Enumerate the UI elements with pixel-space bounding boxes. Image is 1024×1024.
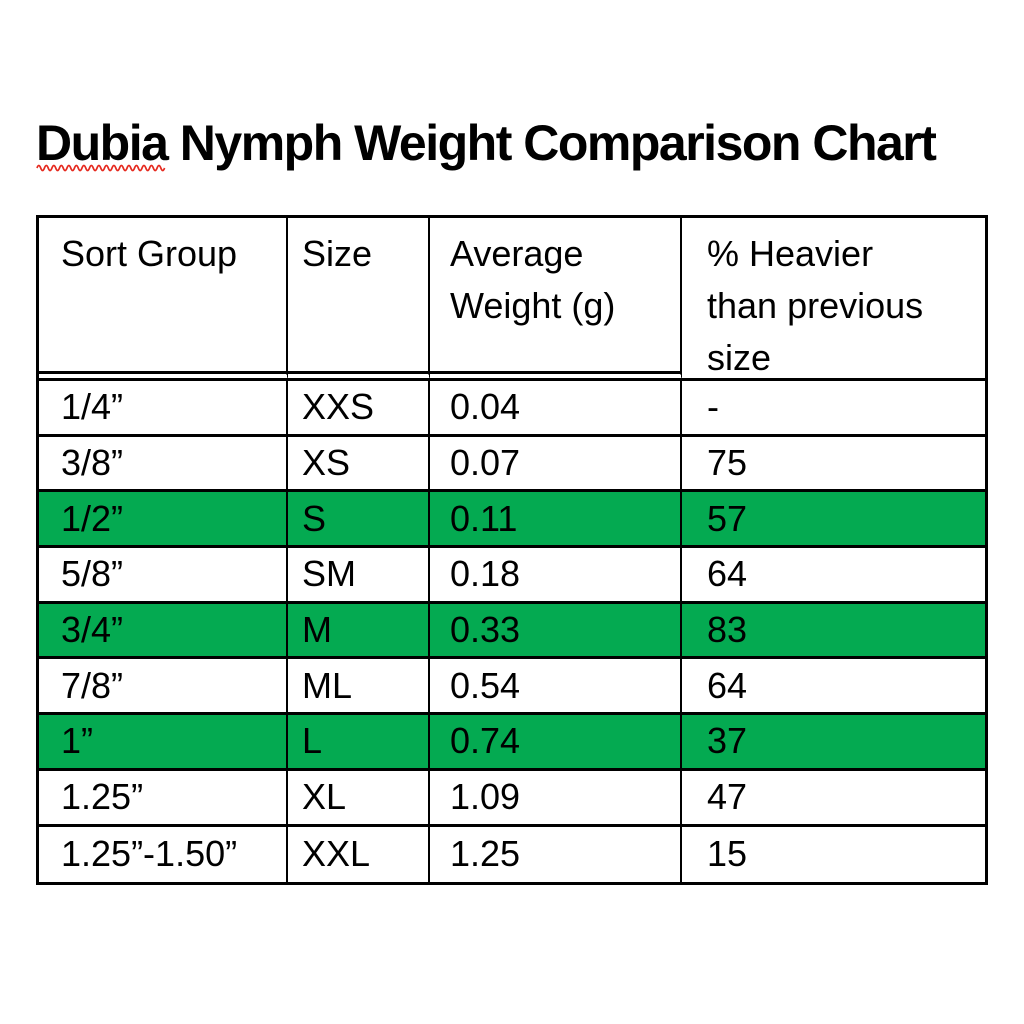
cell-pct-heavier: 64 xyxy=(682,659,985,716)
cell-average-weight: 0.74 xyxy=(430,715,682,771)
cell-average-weight: 0.04 xyxy=(430,381,682,437)
column-header-pct-heavier: % Heavier than previous size xyxy=(682,218,985,381)
cell-text: 7/8” xyxy=(61,664,124,706)
cell-text: 0.74 xyxy=(450,720,521,762)
header-line: % Heavier xyxy=(707,233,874,274)
header-line: Average xyxy=(450,233,584,274)
cell-sort-group: 1” xyxy=(39,715,288,771)
cell-pct-heavier: 37 xyxy=(682,715,985,771)
cell-average-weight: 1.09 xyxy=(430,770,682,827)
header-text: Average Weight (g) xyxy=(450,228,615,332)
cell-text: 0.04 xyxy=(450,386,521,428)
cell-text: 0.07 xyxy=(450,442,521,484)
cell-text: XXL xyxy=(302,833,371,875)
cell-average-weight: 0.33 xyxy=(430,603,682,660)
cell-sort-group: 7/8” xyxy=(39,659,288,716)
cell-pct-heavier: 64 xyxy=(682,548,985,604)
cell-text: 1.25” xyxy=(61,776,144,818)
cell-size: ML xyxy=(288,659,430,716)
cell-text: 64 xyxy=(707,664,748,706)
cell-sort-group: 5/8” xyxy=(39,548,288,604)
cell-text: 1.09 xyxy=(450,776,521,818)
cell-size: XS xyxy=(288,436,430,493)
cell-text: 1.25”-1.50” xyxy=(61,833,238,875)
cell-text: XS xyxy=(302,442,351,484)
header-line: Size xyxy=(302,233,373,274)
cell-average-weight: 0.54 xyxy=(430,659,682,716)
cell-sort-group: 1/2” xyxy=(39,492,288,549)
header-line: Weight (g) xyxy=(450,285,616,326)
cell-text: 3/8” xyxy=(61,442,124,484)
cell-sort-group: 3/4” xyxy=(39,603,288,660)
squiggle-path xyxy=(36,164,166,172)
cell-text: 0.11 xyxy=(450,497,518,539)
header-text: % Heavier than previous size xyxy=(707,228,924,378)
cell-text: 47 xyxy=(707,776,748,818)
header-line: Sort Group xyxy=(61,233,238,274)
cell-sort-group: 3/8” xyxy=(39,436,288,493)
cell-text: 0.18 xyxy=(450,553,521,595)
cell-size: XXL xyxy=(288,826,430,883)
cell-text: 1/2” xyxy=(61,497,124,539)
cell-text: SM xyxy=(302,553,356,595)
cell-text: ML xyxy=(302,664,353,706)
cell-text: 1.25 xyxy=(450,833,521,875)
cell-average-weight: 0.11 xyxy=(430,492,682,549)
cell-text: - xyxy=(707,386,719,428)
cell-sort-group: 1/4” xyxy=(39,381,288,437)
spellcheck-squiggle-icon xyxy=(36,164,166,172)
cell-text: 37 xyxy=(707,720,748,762)
cell-text: 0.54 xyxy=(450,664,521,706)
cell-text: 75 xyxy=(707,442,748,484)
cell-text: L xyxy=(302,720,323,762)
cell-text: S xyxy=(302,497,327,539)
column-header-average-weight: Average Weight (g) xyxy=(430,218,682,381)
weight-comparison-table: Sort Group Size Average Weight (g) % Heavier… xyxy=(36,215,988,886)
cell-text: 57 xyxy=(707,497,748,539)
cell-pct-heavier: - xyxy=(682,381,985,437)
cell-size: M xyxy=(288,603,430,660)
header-text: Sort Group xyxy=(61,228,237,280)
cell-text: 1/4” xyxy=(61,386,124,428)
cell-text: 3/4” xyxy=(61,609,124,651)
cell-pct-heavier: 15 xyxy=(682,827,985,883)
cell-average-weight: 0.18 xyxy=(430,548,682,604)
cell-text: M xyxy=(302,609,332,651)
page-title: Dubia Nymph Weight Comparison Chart xyxy=(36,115,937,172)
cell-size: XXS xyxy=(288,381,430,437)
header-line: than previous xyxy=(707,285,924,326)
column-header-size: Size xyxy=(288,218,430,381)
title-misspelled-word: Dubia xyxy=(36,115,169,172)
cell-pct-heavier: 75 xyxy=(682,437,985,493)
cell-sort-group: 1.25”-1.50” xyxy=(39,826,288,883)
cell-text: XL xyxy=(302,776,347,818)
cell-size: L xyxy=(288,715,430,771)
cell-size: XL xyxy=(288,770,430,827)
cell-text: XXS xyxy=(302,386,375,428)
header-line: size xyxy=(707,337,772,378)
cell-size: S xyxy=(288,492,430,549)
cell-text: 0.33 xyxy=(450,609,521,651)
cell-pct-heavier: 47 xyxy=(682,771,985,827)
cell-pct-heavier: 83 xyxy=(682,603,985,660)
cell-text: 15 xyxy=(707,833,748,875)
title-word-text: Dubia xyxy=(36,115,169,171)
cell-text: 5/8” xyxy=(61,553,124,595)
title-rest-text: Nymph Weight Comparison Chart xyxy=(167,115,937,171)
cell-average-weight: 0.07 xyxy=(430,436,682,493)
cell-text: 83 xyxy=(707,609,748,651)
cell-pct-heavier: 57 xyxy=(682,492,985,549)
cell-sort-group: 1.25” xyxy=(39,770,288,827)
cell-text: 64 xyxy=(707,553,748,595)
cell-text: 1” xyxy=(61,720,94,762)
header-text: Size xyxy=(302,228,372,280)
column-header-sort-group: Sort Group xyxy=(39,218,288,381)
cell-size: SM xyxy=(288,548,430,604)
cell-average-weight: 1.25 xyxy=(430,826,682,883)
